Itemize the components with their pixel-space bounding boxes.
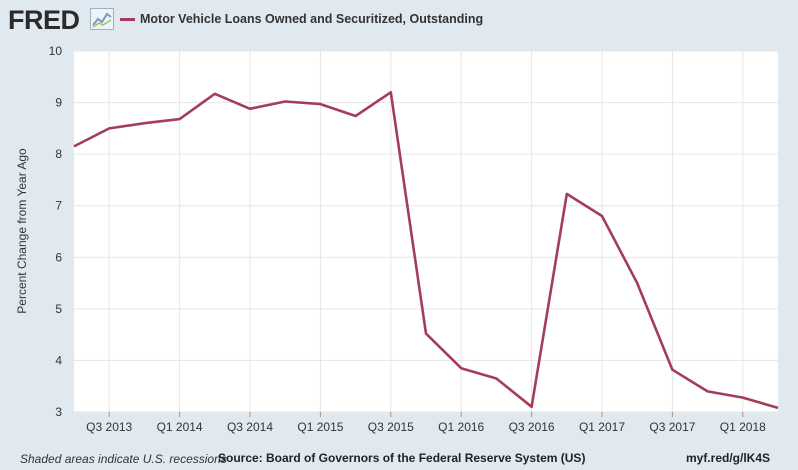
x-tick-label: Q1 2016 <box>438 420 484 434</box>
x-tick-label: Q1 2015 <box>297 420 343 434</box>
y-tick-label: 7 <box>55 199 62 213</box>
x-tick-label: Q3 2014 <box>227 420 273 434</box>
footer: Shaded areas indicate U.S. recessions So… <box>0 448 798 470</box>
x-tick-label: Q1 2014 <box>157 420 203 434</box>
line-chart-icon <box>90 8 114 30</box>
x-tick-label: Q3 2017 <box>649 420 695 434</box>
header: FRED Motor Vehicle Loans Owned and Secur… <box>0 0 798 38</box>
x-tick-label: Q3 2015 <box>368 420 414 434</box>
y-axis-ticks: 3 4 5 6 7 8 9 10 <box>49 44 63 419</box>
x-tick-label: Q1 2017 <box>579 420 625 434</box>
x-axis-ticks: Q3 2013 Q1 2014 Q3 2014 Q1 2015 Q3 2015 Q1 20… <box>86 412 766 434</box>
horizontal-gridlines <box>74 50 778 413</box>
series-line[interactable] <box>73 91 779 410</box>
y-tick-label: 9 <box>55 96 62 110</box>
recession-note: Shaded areas indicate U.S. recessions <box>20 452 227 466</box>
vertical-gridlines <box>108 51 744 412</box>
y-tick-label: 5 <box>55 302 62 316</box>
x-tick-label: Q3 2013 <box>86 420 132 434</box>
source-text: Source: Board of Governors of the Federa… <box>218 451 586 465</box>
y-axis-label: Percent Change from Year Ago <box>15 148 29 314</box>
legend-series-label[interactable]: Motor Vehicle Loans Owned and Securitize… <box>140 12 484 26</box>
y-tick-label: 10 <box>49 44 63 58</box>
x-tick-label: Q1 2018 <box>720 420 766 434</box>
y-tick-label: 6 <box>55 250 62 264</box>
short-link[interactable]: myf.red/g/lK4S <box>685 451 770 465</box>
y-tick-label: 3 <box>55 405 62 419</box>
series-group <box>73 91 779 410</box>
y-tick-label: 4 <box>55 353 62 367</box>
fred-logo[interactable]: FRED <box>8 5 80 35</box>
legend-swatch <box>120 18 135 21</box>
y-tick-label: 8 <box>55 147 62 161</box>
x-tick-label: Q3 2016 <box>509 420 555 434</box>
